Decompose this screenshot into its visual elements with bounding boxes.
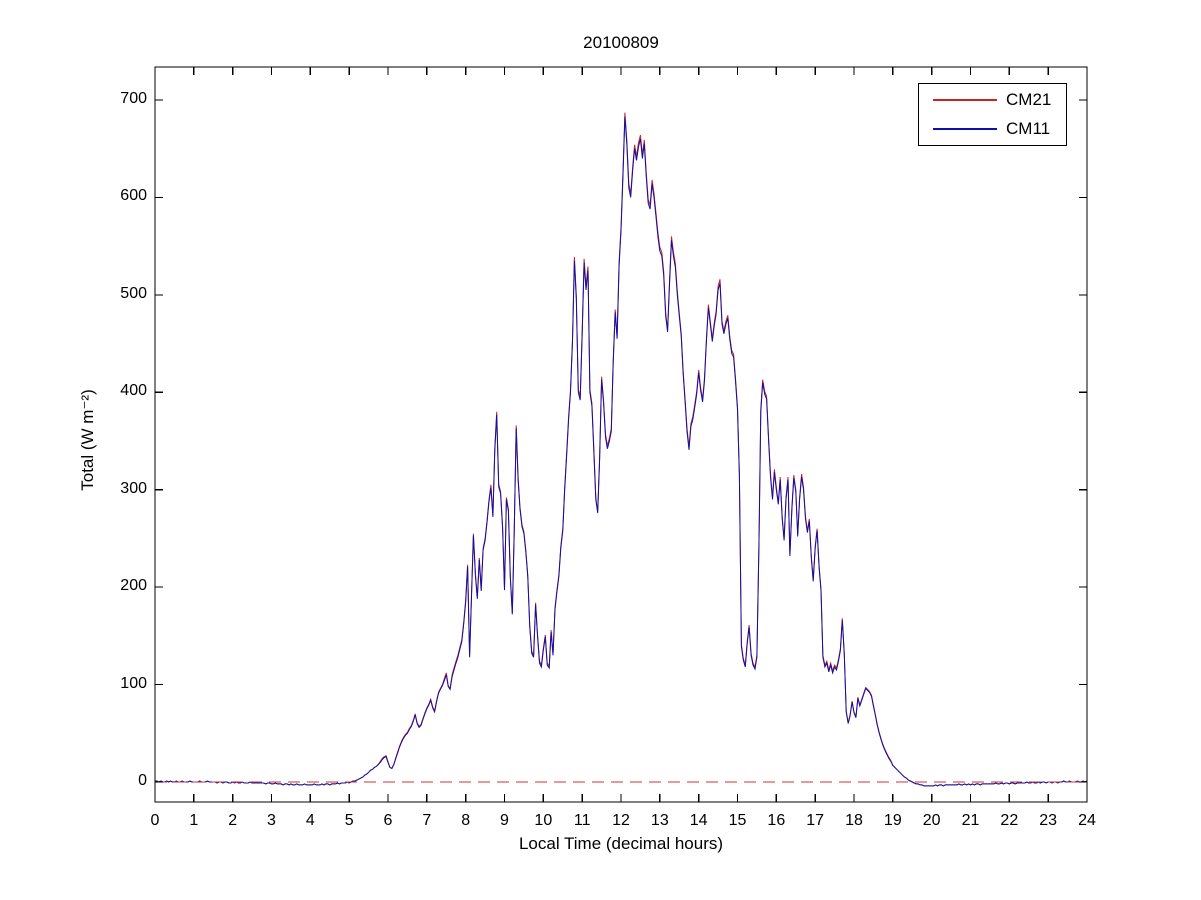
y-tick-label: 200 xyxy=(120,577,147,595)
x-tick-label: 19 xyxy=(883,812,902,829)
x-tick-label: 8 xyxy=(461,812,471,829)
cm11-line-sample xyxy=(933,128,997,131)
y-tick-label: 600 xyxy=(120,187,147,205)
legend: CM21 CM11 xyxy=(918,83,1067,146)
legend-entry-cm21: CM21 xyxy=(919,86,1066,114)
y-tick-label: 0 xyxy=(138,772,147,789)
x-tick-label: 7 xyxy=(422,812,432,829)
x-tick-label: 12 xyxy=(612,812,630,829)
y-tick-label: 400 xyxy=(120,382,147,400)
x-tick-label: 2 xyxy=(228,812,238,829)
x-tick-label: 6 xyxy=(383,812,393,829)
x-tick-label: 13 xyxy=(650,812,669,829)
x-tick-label: 9 xyxy=(500,812,509,829)
legend-label-cm21: CM21 xyxy=(1006,89,1052,109)
legend-label-cm11: CM11 xyxy=(1006,119,1051,139)
x-tick-label: 23 xyxy=(1039,812,1058,829)
x-tick-label: 3 xyxy=(267,812,276,829)
cm21-line xyxy=(155,112,1087,787)
x-tick-label: 14 xyxy=(689,812,708,829)
x-tick-label: 5 xyxy=(344,812,354,829)
y-axis-label: Total (W m⁻²) xyxy=(78,389,97,491)
x-tick-label: 1 xyxy=(189,812,199,829)
x-tick-label: 17 xyxy=(806,812,825,829)
x-tick-label: 4 xyxy=(305,812,315,829)
x-tick-label: 20 xyxy=(922,812,941,829)
x-axis-label: Local Time (decimal hours) xyxy=(518,834,724,853)
x-tick-label: 18 xyxy=(845,812,863,829)
x-tick-label: 15 xyxy=(728,812,747,829)
axes-box xyxy=(154,66,1088,803)
cm11-line xyxy=(155,116,1087,787)
y-tick-label: 500 xyxy=(120,284,147,302)
x-tick-label: 0 xyxy=(150,812,160,829)
x-tick-label: 21 xyxy=(961,812,980,829)
x-tick-label: 10 xyxy=(534,812,553,829)
x-tick-label: 16 xyxy=(767,812,786,829)
y-tick-label: 300 xyxy=(120,479,147,497)
y-tick-label: 700 xyxy=(120,90,147,107)
x-tick-label: 22 xyxy=(1000,812,1019,829)
y-tick-label: 100 xyxy=(120,674,147,692)
x-tick-label: 11 xyxy=(573,812,591,829)
chart-title: 20100809 xyxy=(583,33,659,52)
x-tick-label: 24 xyxy=(1078,812,1096,829)
cm21-line-sample xyxy=(933,98,997,101)
legend-entry-cm11: CM11 xyxy=(919,115,1066,143)
